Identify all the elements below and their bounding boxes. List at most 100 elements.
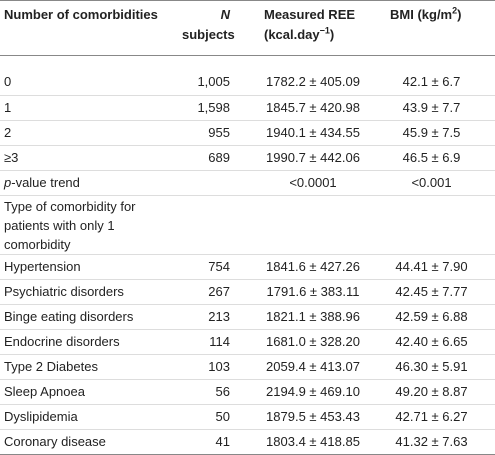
cell-text: Type 2 Diabetes <box>4 359 98 374</box>
header-text: subjects <box>182 27 235 42</box>
table-cell: 41 <box>178 429 240 455</box>
cell-text: 42.71 ± 6.27 <box>395 409 468 424</box>
table-cell: Hypertension <box>0 254 178 280</box>
header-cell: Number of comorbidities <box>0 0 178 56</box>
table-cell: 1841.6 ± 427.26 <box>240 254 386 280</box>
cell-text: 49.20 ± 8.87 <box>395 384 468 399</box>
table-cell: <0.0001 <box>240 170 386 196</box>
cell-text: Sleep Apnoea <box>4 384 85 399</box>
cell-text: 754 <box>208 259 230 274</box>
table-cell: ≥3 <box>0 145 178 171</box>
cell-text: 2059.4 ± 413.07 <box>266 359 360 374</box>
table-row: Type of comorbidity for patients with on… <box>0 195 495 255</box>
cell-text: p <box>4 175 12 190</box>
table-cell: 50 <box>178 404 240 430</box>
cell-text: Hypertension <box>4 259 81 274</box>
cell-text: 43.9 ± 7.7 <box>402 100 461 115</box>
cell-text: -value trend <box>11 175 80 190</box>
cell-text: 42.59 ± 6.88 <box>395 309 468 324</box>
cell-text: 50 <box>215 409 230 424</box>
table-cell: Coronary disease <box>0 429 178 455</box>
cell-text: 1940.1 ± 434.55 <box>266 125 360 140</box>
cell-text: 955 <box>208 125 230 140</box>
table-cell: 2 <box>0 120 178 146</box>
cell-text: <0.0001 <box>289 175 337 190</box>
table-row: p-value trend <0.0001 <0.001 <box>0 170 495 196</box>
cell-text: 0 <box>4 74 12 89</box>
header-text: BMI (kg/m <box>390 7 453 22</box>
table-cell: Sleep Apnoea <box>0 379 178 405</box>
header-text: ) <box>457 7 462 22</box>
table-cell <box>178 170 240 196</box>
table-row: 1 1,598 1845.7 ± 420.98 43.9 ± 7.7 <box>0 95 495 121</box>
table-cell: 1879.5 ± 453.43 <box>240 404 386 430</box>
table-cell: Type 2 Diabetes <box>0 354 178 380</box>
table-row: 0 1,005 1782.2 ± 405.09 42.1 ± 6.7 <box>0 55 495 96</box>
cell-text: 213 <box>208 309 230 324</box>
table-row: Hypertension 754 1841.6 ± 427.26 44.41 ± 7.… <box>0 254 495 280</box>
table-row: Type 2 Diabetes 103 2059.4 ± 413.07 46.30 ±… <box>0 354 495 380</box>
table-cell: Type of comorbidity for patients with on… <box>0 195 178 255</box>
table-cell: 689 <box>178 145 240 171</box>
cell-text: Endocrine disorders <box>4 334 120 349</box>
cell-text: 56 <box>215 384 230 399</box>
cell-text: 44.41 ± 7.90 <box>395 259 468 274</box>
table-cell: 42.40 ± 6.65 <box>386 329 495 355</box>
table-cell: p-value trend <box>0 170 178 196</box>
cell-text: 689 <box>208 150 230 165</box>
table-cell: 41.32 ± 7.63 <box>386 429 495 455</box>
header-text: Number of comorbidities <box>4 7 158 22</box>
cell-text: 1681.0 ± 328.20 <box>266 334 360 349</box>
table-cell: 1782.2 ± 405.09 <box>240 55 386 96</box>
cell-text: 46.30 ± 5.91 <box>395 359 468 374</box>
header-text: ) <box>329 27 335 42</box>
table-cell: 42.45 ± 7.77 <box>386 279 495 305</box>
table-cell: 103 <box>178 354 240 380</box>
cell-text: Psychiatric disorders <box>4 284 124 299</box>
table-row: Psychiatric disorders 267 1791.6 ± 383.11 4… <box>0 279 495 305</box>
table-cell: Endocrine disorders <box>0 329 178 355</box>
cell-text: 267 <box>208 284 230 299</box>
cell-text: 1990.7 ± 442.06 <box>266 150 360 165</box>
cell-text: 1821.1 ± 388.96 <box>266 309 360 324</box>
cell-text: 114 <box>209 334 230 349</box>
table-cell: 1940.1 ± 434.55 <box>240 120 386 146</box>
table-body: 0 1,005 1782.2 ± 405.09 42.1 ± 6.7 1 1,598 184… <box>0 55 495 455</box>
table-cell: 1,005 <box>178 55 240 96</box>
table-cell: 1 <box>0 95 178 121</box>
cell-text: 1791.6 ± 383.11 <box>266 284 360 299</box>
table-cell: 1791.6 ± 383.11 <box>240 279 386 305</box>
cell-text: 1879.5 ± 453.43 <box>266 409 360 424</box>
cell-text: 41.32 ± 7.63 <box>395 434 468 449</box>
cell-text: Dyslipidemia <box>4 409 78 424</box>
table-cell: 46.30 ± 5.91 <box>386 354 495 380</box>
header-sup: 2 <box>452 5 458 16</box>
cell-text: ≥3 <box>4 150 19 165</box>
cell-text: 42.40 ± 6.65 <box>395 334 468 349</box>
table-cell: Psychiatric disorders <box>0 279 178 305</box>
table-cell: 42.1 ± 6.7 <box>386 55 495 96</box>
cell-text: 42.45 ± 7.77 <box>395 284 468 299</box>
table-row: ≥3 689 1990.7 ± 442.06 46.5 ± 6.9 <box>0 145 495 171</box>
table-cell: 45.9 ± 7.5 <box>386 120 495 146</box>
table-cell: 2059.4 ± 413.07 <box>240 354 386 380</box>
table-cell: 1681.0 ± 328.20 <box>240 329 386 355</box>
table-cell: 49.20 ± 8.87 <box>386 379 495 405</box>
table-cell: 1803.4 ± 418.85 <box>240 429 386 455</box>
table-cell <box>178 195 240 255</box>
table-cell <box>240 195 386 255</box>
cell-text: Coronary disease <box>4 434 106 449</box>
table-row: 2 955 1940.1 ± 434.55 45.9 ± 7.5 <box>0 120 495 146</box>
cell-text: <0.001 <box>411 175 452 190</box>
table-cell: 1821.1 ± 388.96 <box>240 304 386 330</box>
table-cell: Dyslipidemia <box>0 404 178 430</box>
cell-text: 1 <box>4 100 12 115</box>
header-cell: Measured REE (kcal.day−1) <box>240 0 386 56</box>
cell-text: 1803.4 ± 418.85 <box>266 434 360 449</box>
cell-text: 1782.2 ± 405.09 <box>266 74 360 89</box>
table-cell: 1845.7 ± 420.98 <box>240 95 386 121</box>
table-cell: 754 <box>178 254 240 280</box>
